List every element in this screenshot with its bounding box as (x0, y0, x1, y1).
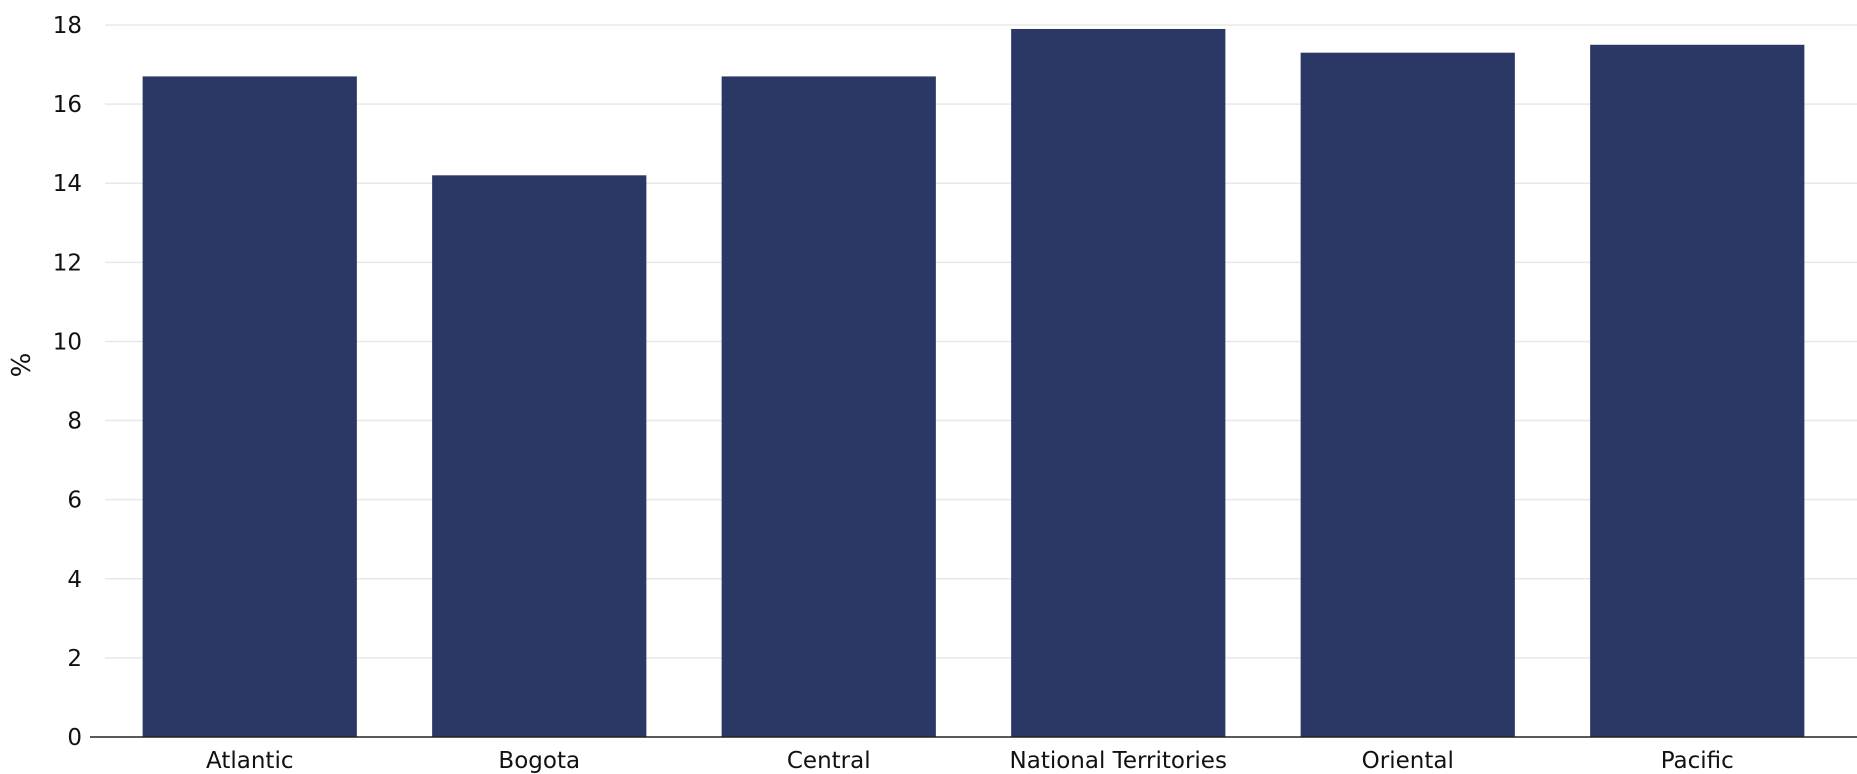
bar-pacific (1590, 44, 1805, 738)
y-tick-label-5: 10 (53, 329, 82, 355)
y-tick-label-0: 0 (67, 725, 82, 751)
y-tick-label-6: 12 (53, 250, 82, 276)
bar-atlantic (142, 76, 357, 737)
x-tick-label-4: Oriental (1362, 748, 1454, 774)
x-tick-label-2: Central (787, 748, 871, 774)
bar-central (721, 76, 936, 737)
bar-national-territories (1011, 28, 1226, 737)
y-tick-label-9: 18 (53, 13, 82, 39)
x-tick-label-5: Pacific (1661, 748, 1734, 774)
y-tick-label-8: 16 (53, 92, 82, 118)
y-tick-label-2: 4 (67, 567, 82, 593)
bars (142, 28, 1805, 738)
bar-bogota (432, 175, 647, 738)
grid-lines (105, 24, 1857, 659)
y-tick-label-3: 6 (67, 488, 82, 514)
y-tick-label-1: 2 (67, 646, 82, 672)
x-tick-label-0: Atlantic (206, 748, 293, 774)
y-tick-labels: 0 2 4 6 8 10 12 14 16 18 (53, 13, 82, 751)
y-tick-label-7: 14 (53, 171, 82, 197)
y-axis-label: % (7, 353, 37, 378)
x-tick-labels: Atlantic Bogota Central National Territorie… (206, 748, 1734, 774)
x-tick-label-3: National Territories (1010, 748, 1227, 774)
y-tick-label-4: 8 (67, 409, 82, 435)
bar-oriental (1300, 52, 1515, 737)
x-tick-label-1: Bogota (498, 748, 580, 774)
